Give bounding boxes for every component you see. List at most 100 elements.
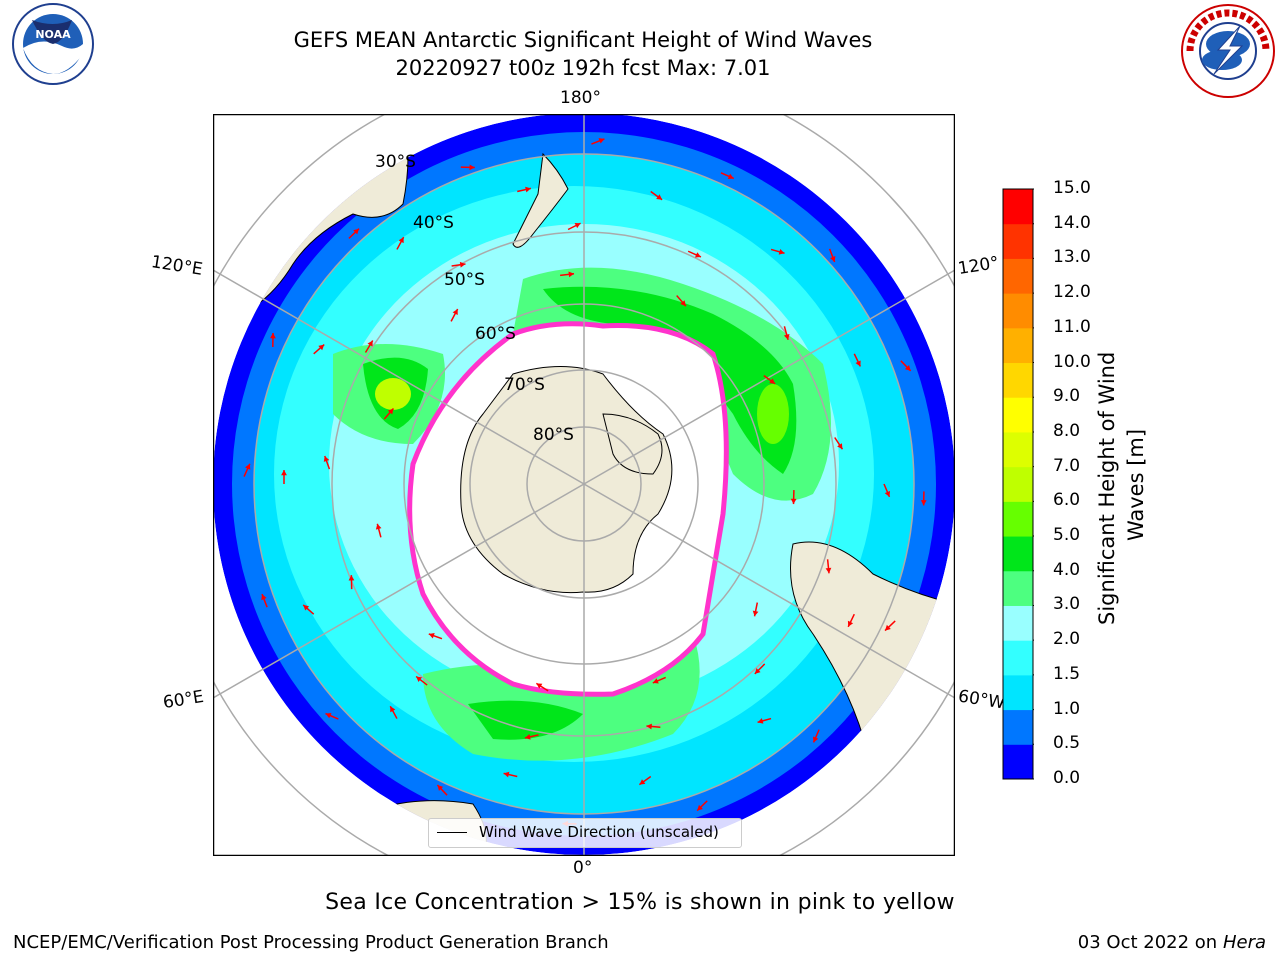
wave-direction-arrowhead xyxy=(469,164,475,171)
wave-direction-arrowhead xyxy=(459,261,466,268)
colorbar-tick-label: 7.0 xyxy=(1053,455,1081,476)
colorbar-label-line2: Waves [m] xyxy=(1124,429,1148,541)
colorbar-segment xyxy=(1003,466,1033,502)
footer-producer: NCEP/EMC/Verification Post Processing Pr… xyxy=(13,932,609,953)
colorbar-segment xyxy=(1003,640,1033,676)
colorbar-tick-label: 4.0 xyxy=(1053,559,1081,580)
wave-direction-arrowhead xyxy=(727,173,734,179)
colorbar-tick-label: 12.0 xyxy=(1053,282,1091,303)
noaa-logo: NOAA xyxy=(12,3,94,85)
wave-direction-arrowhead xyxy=(830,256,836,262)
footer-date: 03 Oct 2022 on Hera xyxy=(1078,932,1266,953)
colorbar-segment xyxy=(1003,536,1033,572)
map-legend: Wind Wave Direction (unscaled) xyxy=(428,818,742,848)
wave-direction-arrowhead xyxy=(884,490,891,497)
colorbar-segment xyxy=(1003,501,1033,537)
storm-core-lower xyxy=(468,700,583,740)
new-zealand-land xyxy=(512,152,569,248)
legend-line-swatch xyxy=(437,832,467,833)
chart-subtitle: 20220927 t00z 192h fcst Max: 7.01 xyxy=(395,56,771,80)
lat-label-70s: 70°S xyxy=(504,375,545,395)
colorbar-tick-label: 6.0 xyxy=(1053,490,1081,511)
wave-direction-arrowhead xyxy=(855,360,861,367)
colorbar-frame xyxy=(1002,188,1034,780)
storm-peak-right xyxy=(757,384,789,444)
wave-direction-arrowhead xyxy=(697,804,703,811)
colorbar-tick-label: 14.0 xyxy=(1053,212,1091,233)
map-frame xyxy=(213,114,955,856)
wave-direction-arrowhead xyxy=(416,676,423,682)
wave-direction-arrowhead xyxy=(452,309,458,316)
storm-core-upper xyxy=(543,286,797,474)
colorbar-tick-label: 3.0 xyxy=(1053,594,1081,615)
footer-date-text: 03 Oct 2022 on xyxy=(1077,932,1223,953)
wave-direction-arrowhead xyxy=(390,706,396,713)
colorbar-tick-label: 1.0 xyxy=(1053,698,1081,719)
wave-direction-arrowhead xyxy=(375,523,382,530)
wave-direction-arrowhead xyxy=(598,138,605,144)
colorbar-tick-label: 11.0 xyxy=(1053,316,1091,337)
lat-label-40s: 40°S xyxy=(413,213,454,233)
sea-ice-caption: Sea Ice Concentration > 15% is shown in … xyxy=(325,890,955,915)
antarctic-peninsula xyxy=(602,413,663,475)
wave-direction-arrowhead xyxy=(524,734,531,740)
colorbar-segment xyxy=(1003,397,1033,433)
polar-map xyxy=(213,114,955,856)
wave-direction-arrowhead xyxy=(367,340,373,347)
colorbar-segment xyxy=(1003,605,1033,641)
wave-direction-arrowhead xyxy=(680,300,686,307)
lon-label-60e: 60°E xyxy=(161,686,206,714)
wave-direction-arrowhead xyxy=(754,668,761,674)
colorbar-segment xyxy=(1003,570,1033,606)
lat-label-30s: 30°S xyxy=(375,152,416,172)
wave-direction-arrowhead xyxy=(353,228,360,235)
colorbar-segment xyxy=(1003,674,1033,711)
colorbar-tick-label: 9.0 xyxy=(1053,386,1081,407)
nws-logo xyxy=(1181,4,1275,98)
wave-direction-arrowhead xyxy=(503,771,510,778)
colorbar-tick-label: 0.5 xyxy=(1053,733,1081,754)
svg-text:Significant Height of Wind: Significant Height of Wind Waves [m] xyxy=(1095,345,1148,625)
colorbar-tick-label: 5.0 xyxy=(1053,525,1081,546)
colorbar-tick-label: 8.0 xyxy=(1053,420,1081,441)
colorbar-segment xyxy=(1003,293,1033,329)
wave-direction-arrowhead xyxy=(646,723,652,730)
lat-label-80s: 80°S xyxy=(533,425,574,445)
wave-direction-arrowhead xyxy=(318,344,325,351)
wave-direction-arrowhead xyxy=(847,620,854,627)
wind-wave-arrows xyxy=(243,138,927,827)
wave-direction-arrowhead xyxy=(387,408,394,415)
wave-direction-arrowhead xyxy=(303,604,310,611)
wave-direction-arrowhead xyxy=(270,333,276,339)
colorbar-label-line1: Significant Height of Wind xyxy=(1095,352,1119,625)
colorbar-tick-label: 10.0 xyxy=(1053,351,1091,372)
lon-label-120e: 120°E xyxy=(149,252,204,280)
wave-direction-arrowhead xyxy=(757,718,764,724)
graticule xyxy=(213,114,955,856)
wave-direction-arrowhead xyxy=(574,223,581,229)
wave-direction-arrowhead xyxy=(639,779,646,785)
colorbar-tick-label: 15.0 xyxy=(1053,178,1091,198)
wave-direction-arrowhead xyxy=(536,683,543,689)
colorbar-segment xyxy=(1003,223,1033,259)
lon-label-60w: 60°W xyxy=(956,686,1007,714)
colorbar-segment xyxy=(1003,431,1033,468)
chart-title: GEFS MEAN Antarctic Significant Height o… xyxy=(293,28,873,52)
lon-label-120w: 120° xyxy=(956,252,1001,280)
wave-direction-arrowhead xyxy=(837,443,843,450)
wave-direction-arrowhead xyxy=(437,785,444,791)
colorbar-segment xyxy=(1003,258,1033,294)
colorbar xyxy=(1002,188,1034,780)
wave-direction-arrowhead xyxy=(885,624,891,631)
wave-direction-arrowhead xyxy=(783,333,790,340)
colorbar-segment xyxy=(1003,189,1033,225)
wave-direction-arrowhead xyxy=(812,736,819,743)
wave-direction-arrowhead xyxy=(261,594,267,601)
lon-label-0: 0° xyxy=(573,858,593,878)
colorbar-tick-label: 13.0 xyxy=(1053,247,1091,268)
wave-direction-arrowhead xyxy=(752,610,759,617)
wave-direction-arrowhead xyxy=(790,498,797,505)
legend-label: Wind Wave Direction (unscaled) xyxy=(479,823,719,841)
lon-label-180: 180° xyxy=(560,88,601,108)
wave-direction-arrowhead xyxy=(652,678,659,684)
